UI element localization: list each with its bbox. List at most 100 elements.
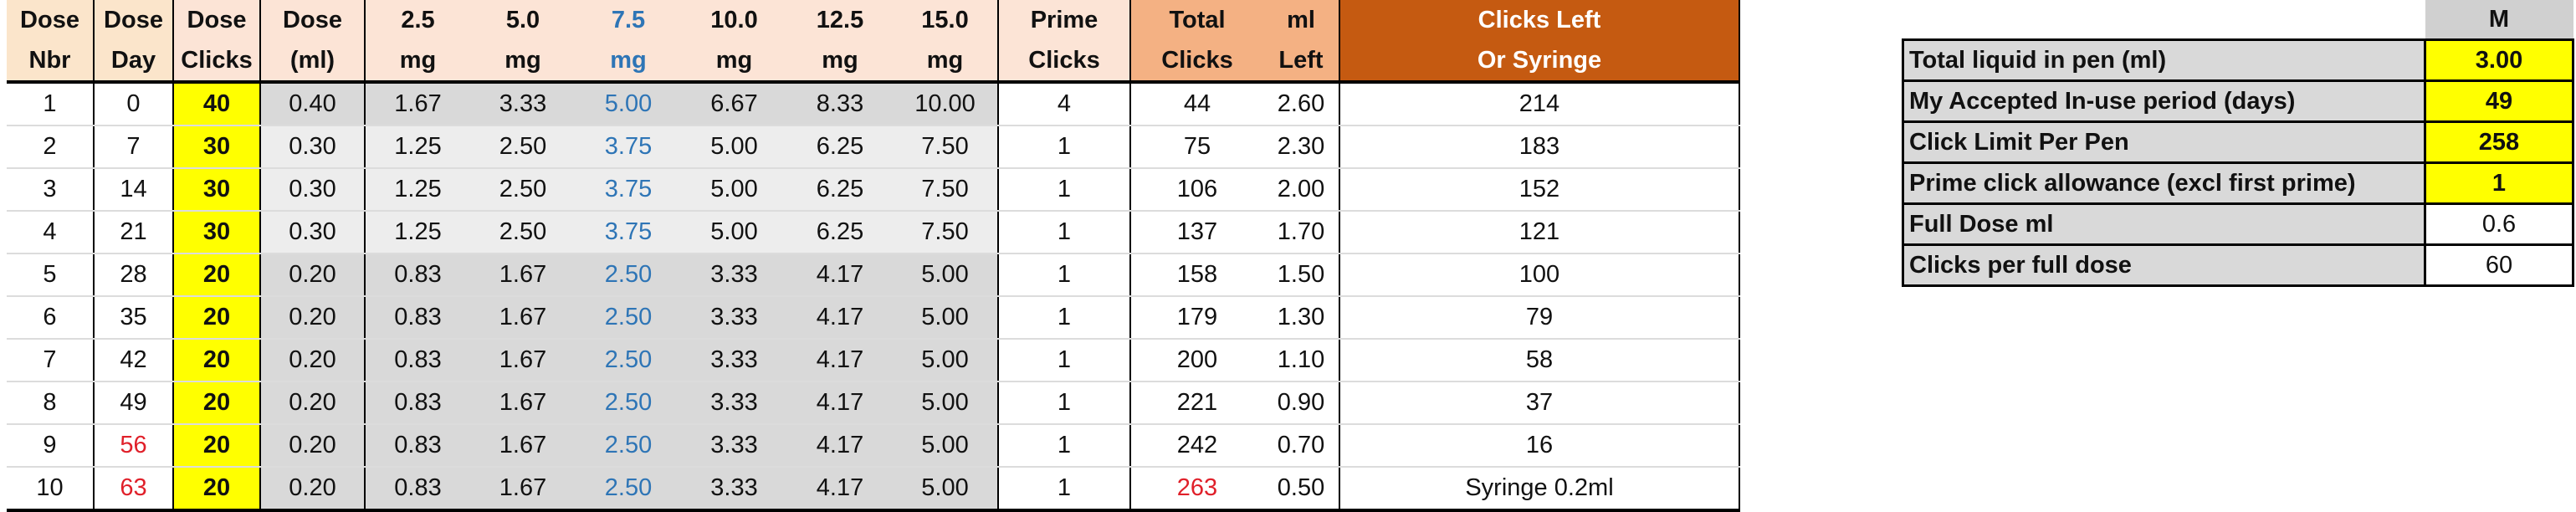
- cell-dose-clicks[interactable]: 20: [173, 296, 261, 340]
- cell-total-clicks[interactable]: 179: [1130, 296, 1263, 340]
- cell-prime-clicks[interactable]: 1: [998, 253, 1131, 297]
- cell-dose-nbr[interactable]: 10: [7, 467, 95, 512]
- cell-dose-clicks[interactable]: 20: [173, 424, 261, 468]
- cell-ml-left[interactable]: 1.70: [1263, 211, 1340, 254]
- cell-mg-5-0[interactable]: 1.67: [470, 253, 576, 297]
- cell-mg-15-0[interactable]: 5.00: [893, 381, 999, 425]
- cell-mg-7-5[interactable]: 2.50: [576, 381, 681, 425]
- cell-mg-7-5[interactable]: 2.50: [576, 296, 681, 340]
- cell-clicks-left[interactable]: 16: [1339, 424, 1740, 468]
- cell-ml-left[interactable]: 2.60: [1263, 82, 1340, 126]
- cell-mg-7-5[interactable]: 5.00: [576, 82, 681, 126]
- cell-mg-10-0[interactable]: 3.33: [681, 424, 787, 468]
- cell-prime-clicks[interactable]: 1: [998, 296, 1131, 340]
- cell-ml-left[interactable]: 0.50: [1263, 467, 1340, 512]
- cell-total-clicks[interactable]: 263: [1130, 467, 1263, 512]
- cell-ml-left[interactable]: 1.50: [1263, 253, 1340, 297]
- cell-total-clicks[interactable]: 75: [1130, 125, 1263, 169]
- cell-mg-2-5[interactable]: 1.25: [365, 211, 470, 254]
- cell-ml-left[interactable]: 2.00: [1263, 168, 1340, 212]
- cell-mg-5-0[interactable]: 1.67: [470, 296, 576, 340]
- cell-mg-15-0[interactable]: 5.00: [893, 296, 999, 340]
- cell-prime-clicks[interactable]: 1: [998, 424, 1131, 468]
- cell-dose-day[interactable]: 42: [94, 339, 174, 382]
- cell-mg-15-0[interactable]: 5.00: [893, 253, 999, 297]
- cell-ml-left[interactable]: 0.90: [1263, 381, 1340, 425]
- cell-mg-10-0[interactable]: 5.00: [681, 168, 787, 212]
- cell-mg-10-0[interactable]: 3.33: [681, 253, 787, 297]
- cell-mg-7-5[interactable]: 3.75: [576, 125, 681, 169]
- cell-clicks-left[interactable]: 183: [1339, 125, 1740, 169]
- cell-prime-clicks[interactable]: 1: [998, 467, 1131, 512]
- cell-mg-15-0[interactable]: 7.50: [893, 211, 999, 254]
- cell-mg-5-0[interactable]: 1.67: [470, 381, 576, 425]
- cell-mg-15-0[interactable]: 5.00: [893, 467, 999, 512]
- cell-prime-clicks[interactable]: 1: [998, 211, 1131, 254]
- cell-dose-nbr[interactable]: 4: [7, 211, 95, 254]
- cell-clicks-left[interactable]: 214: [1339, 82, 1740, 126]
- cell-dose-day[interactable]: 7: [94, 125, 174, 169]
- cell-clicks-left[interactable]: 152: [1339, 168, 1740, 212]
- cell-mg-2-5[interactable]: 0.83: [365, 381, 470, 425]
- cell-mg-7-5[interactable]: 2.50: [576, 467, 681, 512]
- cell-dose-ml[interactable]: 0.20: [260, 296, 366, 340]
- cell-mg-2-5[interactable]: 0.83: [365, 339, 470, 382]
- cell-dose-nbr[interactable]: 8: [7, 381, 95, 425]
- cell-mg-7-5[interactable]: 2.50: [576, 339, 681, 382]
- cell-prime-clicks[interactable]: 1: [998, 339, 1131, 382]
- cell-total-clicks[interactable]: 106: [1130, 168, 1263, 212]
- cell-clicks-left[interactable]: 100: [1339, 253, 1740, 297]
- cell-ml-left[interactable]: 0.70: [1263, 424, 1340, 468]
- setting-value[interactable]: 258: [2424, 120, 2574, 164]
- cell-dose-day[interactable]: 56: [94, 424, 174, 468]
- cell-dose-day[interactable]: 14: [94, 168, 174, 212]
- cell-mg-15-0[interactable]: 5.00: [893, 424, 999, 468]
- setting-value[interactable]: 3.00: [2424, 38, 2574, 82]
- cell-mg-10-0[interactable]: 3.33: [681, 296, 787, 340]
- cell-total-clicks[interactable]: 221: [1130, 381, 1263, 425]
- cell-dose-clicks[interactable]: 20: [173, 381, 261, 425]
- cell-mg-10-0[interactable]: 3.33: [681, 381, 787, 425]
- cell-mg-15-0[interactable]: 5.00: [893, 339, 999, 382]
- cell-mg-12-5[interactable]: 4.17: [787, 381, 893, 425]
- cell-clicks-left[interactable]: 37: [1339, 381, 1740, 425]
- cell-mg-7-5[interactable]: 2.50: [576, 253, 681, 297]
- cell-dose-ml[interactable]: 0.20: [260, 339, 366, 382]
- cell-mg-12-5[interactable]: 6.25: [787, 168, 893, 212]
- cell-dose-clicks[interactable]: 20: [173, 467, 261, 512]
- cell-mg-2-5[interactable]: 0.83: [365, 424, 470, 468]
- cell-prime-clicks[interactable]: 4: [998, 82, 1131, 126]
- cell-clicks-left[interactable]: Syringe 0.2ml: [1339, 467, 1740, 512]
- cell-clicks-left[interactable]: 58: [1339, 339, 1740, 382]
- cell-dose-nbr[interactable]: 2: [7, 125, 95, 169]
- cell-dose-clicks[interactable]: 40: [173, 82, 261, 126]
- cell-prime-clicks[interactable]: 1: [998, 381, 1131, 425]
- cell-total-clicks[interactable]: 137: [1130, 211, 1263, 254]
- cell-mg-12-5[interactable]: 4.17: [787, 467, 893, 512]
- cell-total-clicks[interactable]: 158: [1130, 253, 1263, 297]
- cell-dose-ml[interactable]: 0.20: [260, 467, 366, 512]
- cell-mg-15-0[interactable]: 7.50: [893, 125, 999, 169]
- cell-dose-clicks[interactable]: 30: [173, 168, 261, 212]
- cell-dose-clicks[interactable]: 30: [173, 125, 261, 169]
- cell-dose-day[interactable]: 35: [94, 296, 174, 340]
- cell-total-clicks[interactable]: 44: [1130, 82, 1263, 126]
- cell-mg-5-0[interactable]: 2.50: [470, 125, 576, 169]
- setting-value[interactable]: 49: [2424, 79, 2574, 123]
- cell-mg-2-5[interactable]: 0.83: [365, 296, 470, 340]
- cell-total-clicks[interactable]: 200: [1130, 339, 1263, 382]
- cell-mg-2-5[interactable]: 0.83: [365, 253, 470, 297]
- cell-mg-5-0[interactable]: 3.33: [470, 82, 576, 126]
- cell-mg-2-5[interactable]: 1.67: [365, 82, 470, 126]
- cell-mg-10-0[interactable]: 5.00: [681, 211, 787, 254]
- cell-mg-10-0[interactable]: 5.00: [681, 125, 787, 169]
- cell-dose-day[interactable]: 49: [94, 381, 174, 425]
- cell-dose-ml[interactable]: 0.20: [260, 381, 366, 425]
- setting-value[interactable]: 60: [2424, 243, 2574, 287]
- cell-prime-clicks[interactable]: 1: [998, 125, 1131, 169]
- cell-dose-nbr[interactable]: 7: [7, 339, 95, 382]
- cell-mg-10-0[interactable]: 6.67: [681, 82, 787, 126]
- cell-dose-clicks[interactable]: 30: [173, 211, 261, 254]
- cell-mg-5-0[interactable]: 1.67: [470, 467, 576, 512]
- cell-dose-nbr[interactable]: 5: [7, 253, 95, 297]
